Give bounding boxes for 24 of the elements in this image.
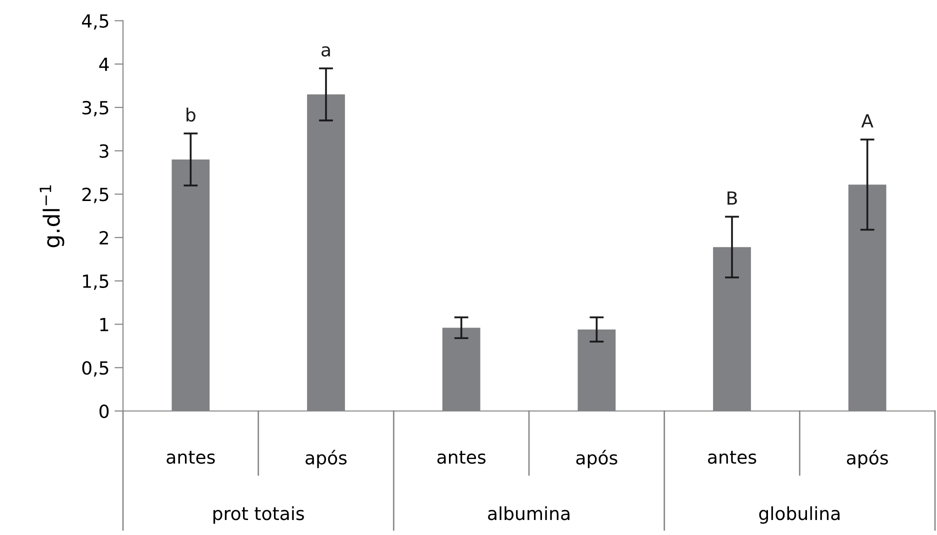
data-label: b — [186, 108, 196, 122]
y-tick-label: 3 — [100, 144, 108, 158]
y-tick-label: 2,5 — [82, 188, 108, 204]
text: albumina — [488, 506, 570, 520]
y-tick-label: 3,5 — [82, 100, 108, 116]
y-tick-label: 0 — [100, 404, 109, 418]
y-tick-label: 2 — [100, 230, 108, 244]
text: globulina — [759, 506, 840, 524]
data-label: A — [861, 114, 874, 128]
x-tick-label: após — [846, 450, 888, 468]
x-tick-label: antes — [708, 450, 756, 464]
data-label: B — [728, 191, 737, 205]
x-tick-label: antes — [166, 450, 215, 464]
y-tick-label: 4,5 — [82, 14, 108, 30]
x-tick-label: após — [306, 450, 347, 468]
x-tick-label: após — [576, 450, 618, 468]
data-label: a — [322, 46, 330, 57]
y-axis-title: g.dl$^{−1}$ — [40, 185, 64, 248]
y-tick-label: 1,5 — [83, 274, 108, 290]
y-tick-label: 4 — [99, 58, 109, 71]
x-tick-label: antes — [437, 450, 486, 464]
y-tick-label: 0,5 — [82, 361, 108, 377]
text: prot totais — [213, 506, 304, 524]
y-tick-label: 1 — [100, 318, 108, 332]
